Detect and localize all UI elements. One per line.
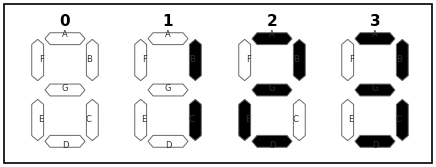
Text: F: F — [349, 55, 354, 64]
Text: C: C — [189, 116, 195, 125]
Text: F: F — [142, 55, 146, 64]
Text: A: A — [165, 30, 171, 39]
Polygon shape — [86, 39, 98, 81]
Text: 1: 1 — [163, 15, 173, 30]
Text: F: F — [39, 55, 44, 64]
Polygon shape — [86, 99, 98, 141]
Text: C: C — [396, 116, 402, 125]
Text: A: A — [372, 30, 378, 39]
Polygon shape — [342, 99, 354, 141]
Polygon shape — [32, 99, 44, 141]
Polygon shape — [45, 33, 85, 45]
Polygon shape — [293, 99, 305, 141]
Text: G: G — [269, 84, 275, 93]
Text: C: C — [86, 116, 92, 125]
Text: B: B — [396, 55, 402, 64]
Polygon shape — [189, 99, 201, 141]
Polygon shape — [293, 39, 305, 81]
Text: G: G — [165, 84, 171, 93]
Text: E: E — [38, 116, 44, 125]
Text: D: D — [62, 141, 68, 150]
Text: A: A — [269, 30, 275, 39]
Polygon shape — [189, 39, 201, 81]
Polygon shape — [252, 84, 292, 96]
Polygon shape — [342, 39, 354, 81]
Text: A: A — [62, 30, 68, 39]
Text: E: E — [142, 116, 147, 125]
Polygon shape — [135, 99, 146, 141]
Polygon shape — [45, 84, 85, 96]
Polygon shape — [396, 99, 408, 141]
Text: F: F — [246, 55, 251, 64]
Text: B: B — [189, 55, 195, 64]
Text: B: B — [86, 55, 92, 64]
Text: G: G — [62, 84, 68, 93]
Polygon shape — [148, 135, 188, 147]
Polygon shape — [355, 84, 395, 96]
Polygon shape — [148, 33, 188, 45]
Polygon shape — [135, 39, 146, 81]
Polygon shape — [252, 135, 292, 147]
Polygon shape — [32, 39, 44, 81]
Polygon shape — [239, 39, 251, 81]
Text: G: G — [372, 84, 378, 93]
Text: D: D — [269, 141, 275, 150]
Polygon shape — [45, 135, 85, 147]
Polygon shape — [355, 135, 395, 147]
Text: E: E — [245, 116, 251, 125]
Polygon shape — [396, 39, 408, 81]
Polygon shape — [252, 33, 292, 45]
Polygon shape — [239, 99, 251, 141]
Polygon shape — [148, 84, 188, 96]
Text: 2: 2 — [267, 15, 277, 30]
Text: B: B — [293, 55, 299, 64]
Text: D: D — [372, 141, 378, 150]
Text: E: E — [348, 116, 354, 125]
Text: 3: 3 — [370, 15, 380, 30]
Polygon shape — [355, 33, 395, 45]
Text: 0: 0 — [60, 15, 70, 30]
Text: D: D — [165, 141, 171, 150]
Text: C: C — [293, 116, 299, 125]
